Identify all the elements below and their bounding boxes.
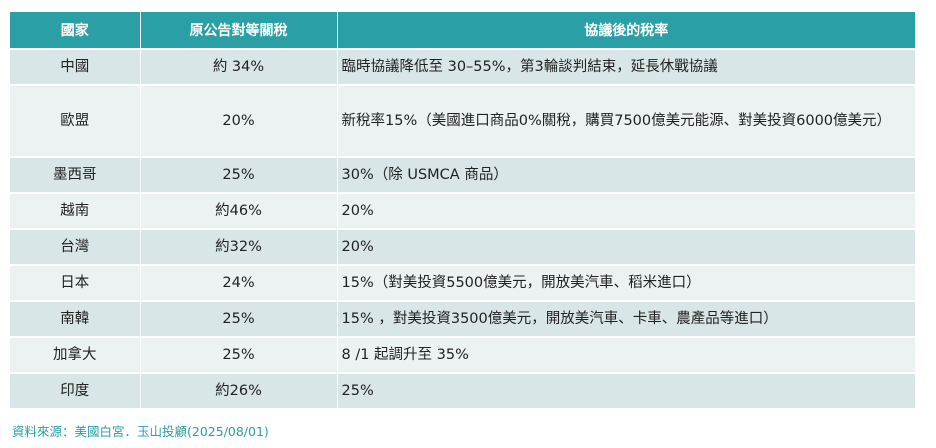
cell-negotiated-rate: 臨時協議降低至 30–55%，第3輪談判結束，延長休戰協議 [337,48,915,85]
source-note: 資料來源：美國白宮．玉山投顧(2025/08/01) [12,424,269,439]
cell-original-tariff: 20% [140,84,338,157]
cell-original-tariff: 約 34% [140,48,338,85]
cell-negotiated-rate: 20% [337,192,915,229]
cell-negotiated-rate: 8 /1 起調升至 35% [337,336,915,373]
cell-country: 中國 [10,48,141,85]
cell-country: 台灣 [10,228,141,265]
table-row: 越南 約46% 20% [10,192,915,229]
table-row: 加拿大 25% 8 /1 起調升至 35% [10,336,915,373]
cell-negotiated-rate: 新稅率15%（美國進口商品0%關稅，購買7500億美元能源、對美投資6000億美… [337,84,915,157]
cell-country: 南韓 [10,300,141,337]
table-header-row: 國家 原公告對等關稅 協議後的稅率 [10,12,915,49]
cell-country: 日本 [10,264,141,301]
cell-country: 歐盟 [10,84,141,157]
cell-negotiated-rate: 20% [337,228,915,265]
tariff-table-container: 國家 原公告對等關稅 協議後的稅率 中國 約 34% 臨時協議降低至 30–55… [10,12,915,408]
cell-original-tariff: 約26% [140,372,338,408]
header-original-tariff: 原公告對等關稅 [140,12,338,49]
tariff-table: 國家 原公告對等關稅 協議後的稅率 中國 約 34% 臨時協議降低至 30–55… [10,12,915,408]
cell-original-tariff: 25% [140,336,338,373]
cell-country: 加拿大 [10,336,141,373]
table-row: 日本 24% 15%（對美投資5500億美元，開放美汽車、稻米進口） [10,264,915,301]
cell-negotiated-rate: 15% ，對美投資3500億美元，開放美汽車、卡車、農產品等進口） [337,300,915,337]
cell-original-tariff: 25% [140,156,338,193]
cell-negotiated-rate: 15%（對美投資5500億美元，開放美汽車、稻米進口） [337,264,915,301]
table-row: 南韓 25% 15% ，對美投資3500億美元，開放美汽車、卡車、農產品等進口） [10,300,915,337]
table-row: 台灣 約32% 20% [10,228,915,265]
table-row: 印度 約26% 25% [10,372,915,408]
table-row: 中國 約 34% 臨時協議降低至 30–55%，第3輪談判結束，延長休戰協議 [10,48,915,85]
cell-country: 越南 [10,192,141,229]
table-row: 歐盟 20% 新稅率15%（美國進口商品0%關稅，購買7500億美元能源、對美投… [10,84,915,157]
table-row: 墨西哥 25% 30%（除 USMCA 商品） [10,156,915,193]
cell-original-tariff: 約32% [140,228,338,265]
header-country: 國家 [10,12,141,49]
cell-negotiated-rate: 25% [337,372,915,408]
cell-original-tariff: 25% [140,300,338,337]
cell-original-tariff: 約46% [140,192,338,229]
cell-country: 墨西哥 [10,156,141,193]
cell-original-tariff: 24% [140,264,338,301]
cell-country: 印度 [10,372,141,408]
cell-negotiated-rate: 30%（除 USMCA 商品） [337,156,915,193]
header-negotiated-rate: 協議後的稅率 [337,12,915,49]
